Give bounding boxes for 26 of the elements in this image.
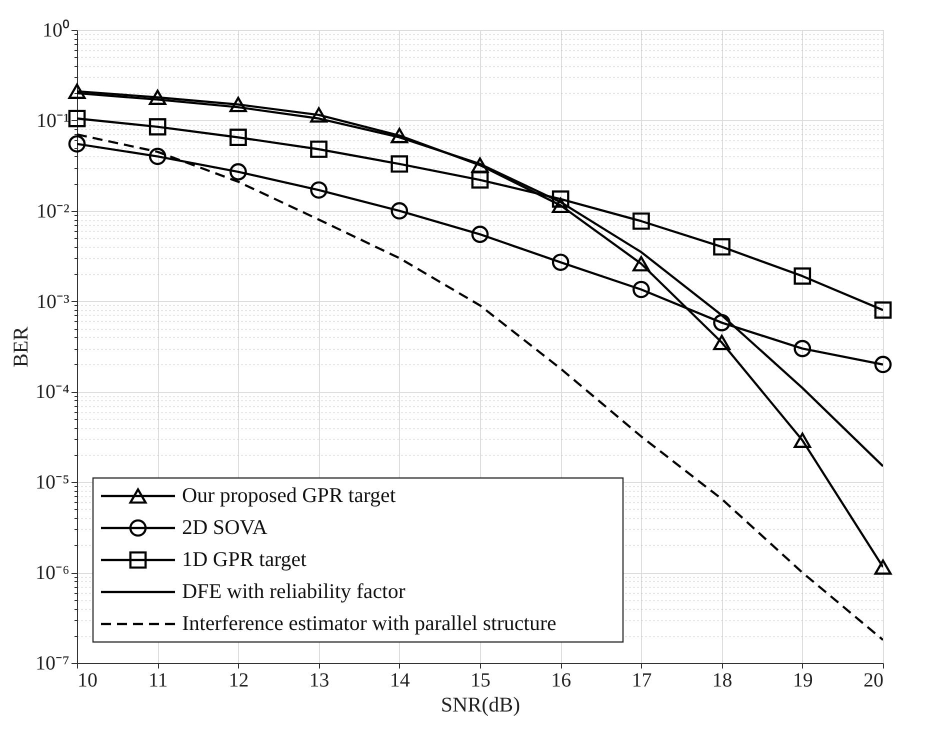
y-tick-label: 10⁻² xyxy=(36,200,70,222)
y-tick-label: 10⁻⁵ xyxy=(36,472,70,494)
x-tick-label: 14 xyxy=(390,670,410,692)
x-tick-label: 13 xyxy=(309,670,330,692)
legend-label: 1D GPR target xyxy=(182,547,307,571)
x-tick-label: 18 xyxy=(712,670,732,692)
x-tick-label: 20 xyxy=(864,670,884,692)
x-axis-title: SNR(dB) xyxy=(440,692,520,716)
x-tick-label: 10 xyxy=(78,670,98,692)
y-tick-label: 10⁻⁷ xyxy=(36,652,70,674)
y-tick-label: 10⁻¹ xyxy=(36,110,70,132)
y-axis-title: BER xyxy=(8,326,33,368)
y-tick-label: 10⁻⁶ xyxy=(36,562,70,584)
legend-label: DFE with reliability factor xyxy=(182,579,406,603)
y-tick-label: 10⁰ xyxy=(42,18,70,42)
y-tick-label: 10⁻⁴ xyxy=(36,381,70,404)
legend-label: Our proposed GPR target xyxy=(182,483,396,507)
x-tick-label: 15 xyxy=(470,670,490,692)
x-tick-label: 16 xyxy=(551,670,572,692)
legend-label: 2D SOVA xyxy=(182,515,268,539)
y-tick-label: 10⁻³ xyxy=(36,290,70,313)
x-tick-label: 12 xyxy=(228,670,249,692)
x-tick-label: 11 xyxy=(148,670,168,692)
x-tick-label: 17 xyxy=(632,670,652,692)
x-tick-label: 19 xyxy=(792,670,813,692)
legend-label: Interference estimator with parallel structure xyxy=(182,611,556,635)
